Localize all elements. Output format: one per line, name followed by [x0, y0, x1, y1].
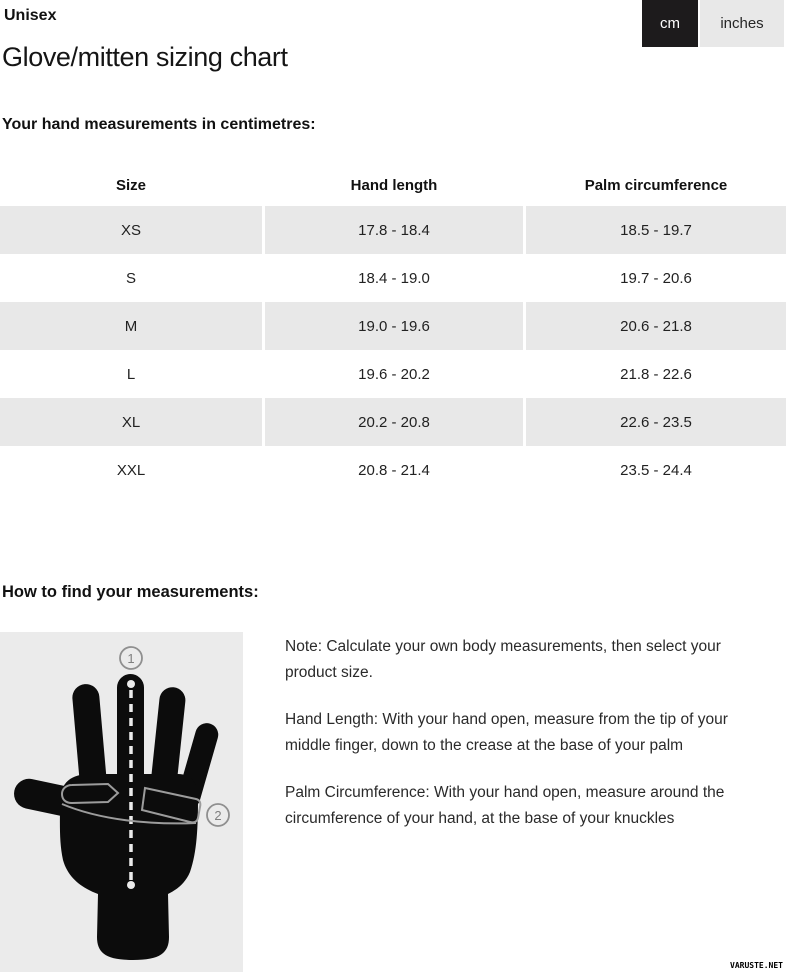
unit-toggle: cm inches — [642, 0, 784, 47]
watermark: VARUSTE.NET — [730, 961, 783, 970]
how-to-instructions: Note: Calculate your own body measuremen… — [285, 634, 773, 853]
size-table: Size Hand length Palm circumference XS 1… — [0, 165, 786, 494]
table-cell-palm-circumference: 18.5 - 19.7 — [526, 206, 786, 254]
table-cell-hand-length: 19.6 - 20.2 — [358, 365, 430, 383]
column-header-hand-length: Hand length — [265, 165, 523, 206]
unit-cm-button[interactable]: cm — [642, 0, 698, 47]
table-cell-hand-length: 20.2 - 20.8 — [265, 398, 523, 446]
table-cell-hand-length: 18.4 - 19.0 — [358, 269, 430, 287]
note-paragraph: Note: Calculate your own body measuremen… — [285, 638, 721, 681]
table-cell-palm-circumference: 20.6 - 21.8 — [526, 302, 786, 350]
table-cell-hand-length: 20.8 - 21.4 — [358, 461, 430, 479]
svg-text:1: 1 — [127, 651, 134, 666]
table-cell-hand-length: 19.0 - 19.6 — [265, 302, 523, 350]
how-to-heading: How to find your measurements: — [2, 583, 259, 601]
palm-band — [60, 782, 202, 825]
hand-length-dashed-line — [127, 680, 135, 889]
column-header-size: Size — [0, 165, 262, 206]
measurements-heading: Your hand measurements in centimetres: — [2, 116, 316, 133]
table-cell-palm-circumference: 21.8 - 22.6 — [620, 365, 692, 383]
hand-silhouette — [14, 674, 219, 960]
table-cell-hand-length: 17.8 - 18.4 — [265, 206, 523, 254]
table-cell-size: M — [0, 302, 262, 350]
marker-1: 1 — [119, 646, 143, 670]
palm-circumference-paragraph: Palm Circumference: With your hand open,… — [285, 784, 725, 827]
hand-measurement-diagram: 1 2 — [0, 632, 243, 972]
table-cell-size: XL — [0, 398, 262, 446]
table-cell-size: L — [126, 365, 136, 383]
svg-text:2: 2 — [214, 808, 221, 823]
table-cell-size: S — [125, 269, 136, 287]
table-cell-palm-circumference: 23.5 - 24.4 — [620, 461, 692, 479]
category-label: Unisex — [4, 7, 57, 24]
hand-length-paragraph: Hand Length: With your hand open, measur… — [285, 711, 728, 754]
unit-inches-button[interactable]: inches — [700, 0, 784, 47]
column-header-palm-circumference: Palm circumference — [526, 165, 786, 206]
page-title: Glove/mitten sizing chart — [2, 42, 288, 72]
marker-2: 2 — [206, 803, 230, 827]
table-cell-size: XXL — [116, 461, 146, 479]
table-cell-size: XS — [0, 206, 262, 254]
table-cell-palm-circumference: 19.7 - 20.6 — [620, 269, 692, 287]
table-cell-palm-circumference: 22.6 - 23.5 — [526, 398, 786, 446]
